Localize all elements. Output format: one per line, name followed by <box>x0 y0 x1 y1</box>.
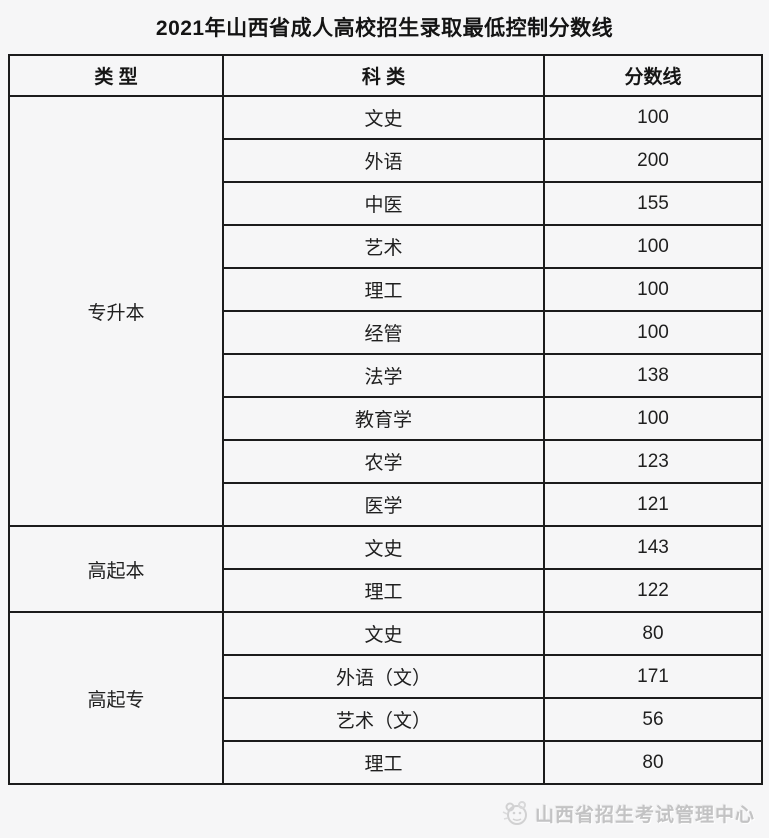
subject-cell: 文史 <box>222 525 545 570</box>
subject-cell: 艺术 <box>222 224 545 269</box>
score-cell: 143 <box>543 525 763 570</box>
subject-cell: 医学 <box>222 482 545 527</box>
subject-cell: 文史 <box>222 611 545 656</box>
score-cell: 200 <box>543 138 763 183</box>
subject-cell: 法学 <box>222 353 545 398</box>
score-cell: 121 <box>543 482 763 527</box>
table-row: 理工 122 <box>9 568 763 613</box>
table-row: 艺术 100 <box>9 224 763 269</box>
column-header-type: 类 型 <box>8 54 224 97</box>
table-row: 理工 80 <box>9 740 763 785</box>
subject-cell: 理工 <box>222 568 545 613</box>
score-cell: 100 <box>543 396 763 441</box>
type-cell: 高起专 <box>8 611 224 785</box>
mascot-seal-icon <box>502 801 527 825</box>
score-cell: 100 <box>543 267 763 312</box>
table-row: 外语（文） 171 <box>9 654 763 699</box>
table-row: 高起本 文史 143 <box>8 525 763 613</box>
score-cell: 80 <box>543 740 763 785</box>
subject-cell: 外语（文） <box>222 654 545 699</box>
table-row: 法学 138 <box>9 353 763 398</box>
table-row: 理工 100 <box>9 267 763 312</box>
subject-cell: 中医 <box>222 181 545 226</box>
subject-cell: 外语 <box>222 138 545 183</box>
column-header-score: 分数线 <box>543 54 763 97</box>
score-cell: 100 <box>543 310 763 355</box>
subject-cell: 教育学 <box>222 396 545 441</box>
score-table-body: 专升本 文史 100 外语 200 中医 155 艺术 100 理工 100 经管 100 法学 138 教育… <box>8 95 763 785</box>
header-row: 类 型 科 类 分数线 <box>8 54 763 97</box>
score-cell: 56 <box>543 697 763 742</box>
subject-cell: 艺术（文） <box>222 697 545 742</box>
footer-source-text: 山西省招生考试管理中心 <box>534 804 755 826</box>
type-cell: 专升本 <box>8 95 224 527</box>
table-row: 经管 100 <box>9 310 763 355</box>
subject-cell: 理工 <box>222 740 545 785</box>
page-title: 2021年山西省成人高校招生录取最低控制分数线 <box>155 17 614 40</box>
score-cell: 100 <box>543 224 763 269</box>
table-row: 教育学 100 <box>9 396 763 441</box>
subject-cell: 农学 <box>222 439 545 484</box>
score-cell: 138 <box>543 353 763 398</box>
type-cell: 高起本 <box>8 525 224 613</box>
score-cell: 80 <box>543 611 763 656</box>
subject-cell: 经管 <box>222 310 545 355</box>
table-row: 艺术（文） 56 <box>9 697 763 742</box>
table-row: 医学 121 <box>9 482 763 527</box>
score-table-header: 类 型 科 类 分数线 <box>8 54 763 97</box>
table-row: 中医 155 <box>9 181 763 226</box>
footer: 山西省招生考试管理中心 <box>8 798 761 828</box>
subject-cell: 文史 <box>222 95 545 140</box>
score-cell: 100 <box>543 95 763 140</box>
score-table: 类 型 科 类 分数线 专升本 文史 100 外语 200 中医 155 艺术 100 理工 100… <box>8 54 763 785</box>
table-row: 农学 123 <box>9 439 763 484</box>
score-cell: 155 <box>543 181 763 226</box>
score-cell: 123 <box>543 439 763 484</box>
score-cell: 171 <box>543 654 763 699</box>
table-row: 专升本 文史 100 <box>8 95 763 527</box>
column-header-subject: 科 类 <box>222 54 545 97</box>
table-row: 高起专 文史 80 <box>8 611 763 785</box>
score-cell: 122 <box>543 568 763 613</box>
subject-cell: 理工 <box>222 267 545 312</box>
table-row: 外语 200 <box>9 138 763 183</box>
